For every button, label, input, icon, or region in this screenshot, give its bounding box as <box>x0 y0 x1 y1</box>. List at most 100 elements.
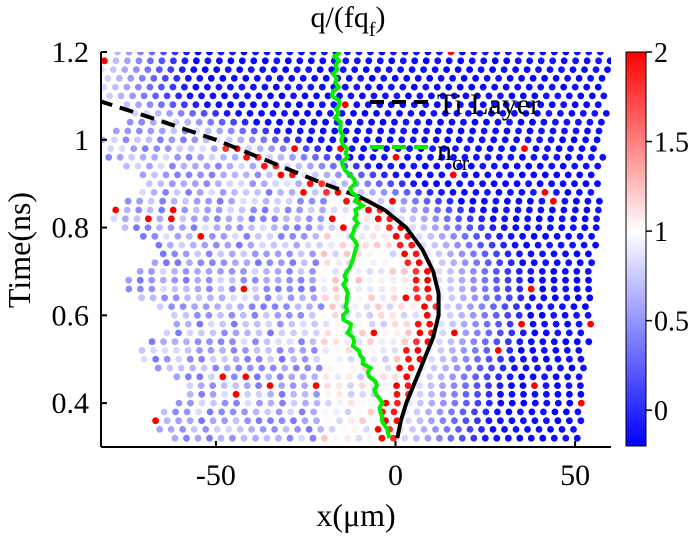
particle-dot <box>422 206 430 214</box>
particle-dot <box>396 364 403 372</box>
particle-dot <box>186 329 194 337</box>
particle-dot <box>182 268 190 275</box>
particle-dot <box>357 74 365 82</box>
particle-dot <box>572 57 579 65</box>
colorbar-tick-label: 0.5 <box>654 307 689 338</box>
particle-dot <box>407 364 415 372</box>
particle-dot <box>496 232 503 240</box>
particle-dot <box>169 206 177 214</box>
particle-dot <box>210 399 217 407</box>
particle-dot <box>516 250 523 258</box>
particle-dot <box>583 101 591 109</box>
particle-dot <box>186 390 194 398</box>
particle-dot <box>185 189 193 196</box>
particle-dot <box>602 110 610 117</box>
particle-dot <box>500 66 508 73</box>
particle-dot <box>313 329 320 337</box>
particle-dot <box>283 180 291 188</box>
particle-dot <box>507 171 515 179</box>
particle-dot <box>401 338 409 346</box>
particle-dot <box>351 426 359 433</box>
particle-dot <box>537 57 545 65</box>
particle-dot <box>250 206 257 214</box>
particle-dot <box>506 118 513 126</box>
particle-dot <box>374 426 382 433</box>
particle-dot <box>495 320 502 328</box>
particle-dot <box>293 66 301 73</box>
particle-dot <box>146 101 154 109</box>
particle-dot <box>253 347 261 354</box>
particle-dot <box>507 259 515 267</box>
particle-dot <box>273 57 281 65</box>
particle-dot <box>202 224 209 232</box>
particle-dot <box>185 153 193 161</box>
particle-dot <box>306 180 314 188</box>
particle-dot <box>508 382 515 389</box>
particle-dot <box>283 303 290 310</box>
particle-dot <box>544 145 551 153</box>
particle-dot <box>107 145 115 153</box>
particle-dot <box>206 52 213 56</box>
particle-dot <box>446 127 453 135</box>
particle-dot <box>508 329 516 337</box>
particle-dot <box>106 92 113 100</box>
particle-dot <box>555 145 563 153</box>
particle-dot <box>196 189 204 196</box>
particle-dot <box>184 118 192 126</box>
particle-dot <box>570 215 578 223</box>
particle-dot <box>307 206 315 214</box>
particle-dot <box>413 52 420 56</box>
particle-dot <box>274 268 282 275</box>
particle-dot <box>470 434 478 442</box>
particle-dot <box>317 136 325 144</box>
particle-dot <box>502 180 509 188</box>
particle-dot <box>489 426 497 433</box>
particle-dot <box>470 285 478 293</box>
particle-dot <box>490 303 497 310</box>
particle-dot <box>400 197 408 205</box>
particle-dot <box>547 426 554 433</box>
particle-dot <box>576 232 584 240</box>
particle-dot <box>266 259 274 267</box>
particle-dot <box>402 294 410 302</box>
particle-dot <box>282 215 290 223</box>
particle-dot <box>159 268 167 275</box>
particle-dot <box>554 329 562 337</box>
particle-dot <box>427 232 435 240</box>
particle-dot <box>392 259 400 267</box>
particle-dot <box>439 355 447 363</box>
particle-dot <box>546 224 554 232</box>
particle-dot <box>521 145 528 153</box>
particle-dot <box>542 259 550 267</box>
particle-dot <box>194 250 202 258</box>
particle-dot <box>532 145 540 153</box>
chart-title: q/(fqf) <box>311 1 386 41</box>
particle-dot <box>135 101 142 109</box>
particle-dot <box>318 162 326 170</box>
particle-dot <box>350 364 357 372</box>
particle-dot <box>451 329 458 337</box>
particle-dot <box>462 329 470 337</box>
particle-dot <box>585 52 593 56</box>
particle-dot <box>517 294 525 302</box>
particle-dot <box>262 311 270 319</box>
particle-dot <box>334 320 342 328</box>
particle-dot <box>569 241 576 249</box>
particle-dot <box>151 259 159 267</box>
particle-dot <box>276 373 284 381</box>
particle-dot <box>558 66 565 73</box>
particle-dot <box>375 303 382 310</box>
particle-dot <box>340 215 348 223</box>
particle-dot <box>230 373 238 381</box>
particle-dot <box>554 92 562 100</box>
particle-dot <box>505 408 513 416</box>
particle-dot <box>468 101 476 109</box>
particle-dot <box>278 382 285 389</box>
particle-dot <box>478 303 486 310</box>
particle-dot <box>604 66 611 73</box>
particle-dot <box>502 162 510 170</box>
chart-title-close: ) <box>376 1 386 34</box>
particle-dot <box>167 66 175 73</box>
particle-dot <box>588 153 595 161</box>
particle-dot <box>543 417 550 425</box>
